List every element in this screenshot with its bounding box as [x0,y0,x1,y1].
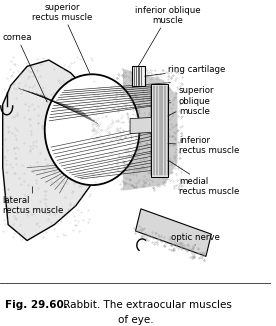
Polygon shape [123,69,177,191]
Polygon shape [132,66,145,86]
Text: lateral
rectus muscle: lateral rectus muscle [3,187,63,215]
Text: Fig. 29.60.: Fig. 29.60. [6,301,68,310]
Polygon shape [3,60,97,241]
Text: Rabbit. The extraocular muscles: Rabbit. The extraocular muscles [60,301,232,310]
Text: of eye.: of eye. [118,315,153,325]
Polygon shape [136,209,211,256]
Polygon shape [152,84,168,177]
Text: cornea: cornea [3,33,47,102]
Text: inferior oblique
muscle: inferior oblique muscle [135,6,201,66]
Circle shape [45,74,140,185]
Text: superior
rectus muscle: superior rectus muscle [32,3,92,73]
Text: superior
oblique
muscle: superior oblique muscle [168,86,214,116]
Text: ring cartilage: ring cartilage [145,65,225,76]
Text: inferior
rectus muscle: inferior rectus muscle [168,136,239,155]
Text: optic nerve: optic nerve [171,233,220,245]
Polygon shape [130,117,152,134]
Text: medial
rectus muscle: medial rectus muscle [168,160,239,196]
